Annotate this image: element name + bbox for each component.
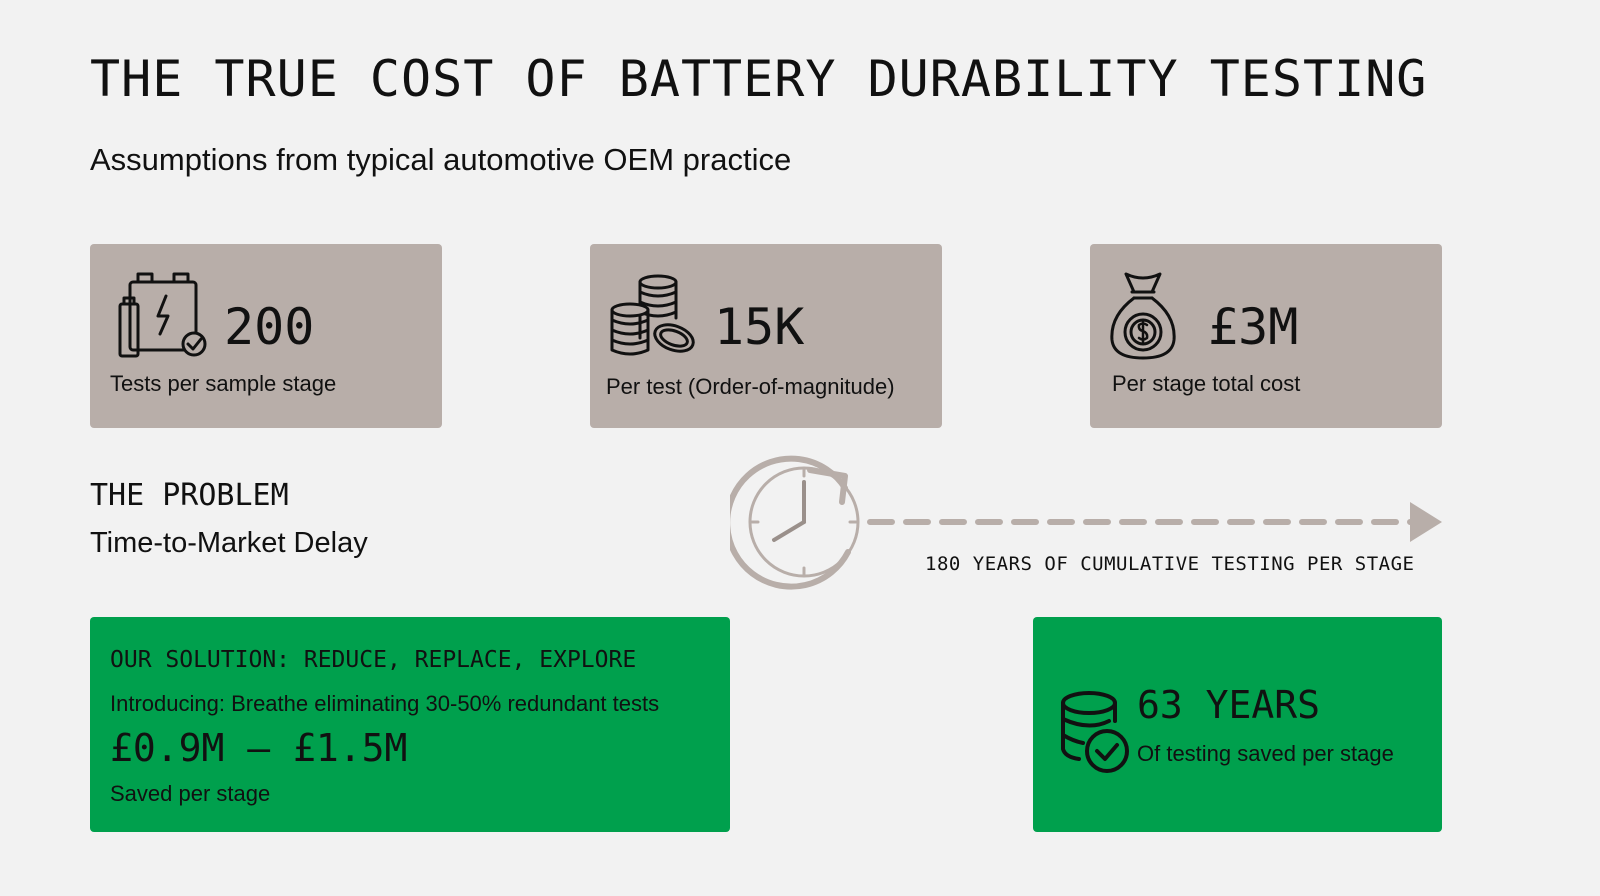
- page-subtitle: Assumptions from typical automotive OEM …: [90, 142, 792, 177]
- solution-intro: Introducing: Breathe eliminating 30-50% …: [110, 691, 660, 716]
- page-title: THE TRUE COST OF BATTERY DURABILITY TEST…: [90, 50, 1428, 108]
- stat-value-tests: 200: [224, 298, 315, 356]
- battery-check-icon: [118, 272, 207, 358]
- clock-timeline-icon: [730, 455, 1442, 590]
- solution-card: OUR SOLUTION: REDUCE, REPLACE, EXPLORE I…: [90, 617, 730, 832]
- solution-savings-label: Saved per stage: [110, 781, 271, 806]
- solution-savings: £0.9M – £1.5M: [110, 726, 408, 770]
- time-saved-card: 63 YEARS Of testing saved per stage: [1033, 617, 1442, 832]
- stat-card-stage-cost: £3M Per stage total cost: [1090, 244, 1442, 428]
- coin-stack-icon: [610, 274, 695, 356]
- stat-label-per-test: Per test (Order-of-magnitude): [606, 374, 895, 399]
- money-bag-icon: [1110, 272, 1176, 360]
- stat-card-tests: 200 Tests per sample stage: [90, 244, 442, 428]
- coins-check-icon: [1061, 691, 1129, 773]
- stat-card-per-test: 15K Per test (Order-of-magnitude): [590, 244, 942, 428]
- problem-heading: THE PROBLEM: [90, 478, 289, 513]
- timeline-label: 180 YEARS OF CUMULATIVE TESTING PER STAG…: [925, 553, 1415, 575]
- stat-value-stage-cost: £3M: [1208, 298, 1299, 356]
- problem-subheading: Time-to-Market Delay: [90, 527, 368, 559]
- stat-label-tests: Tests per sample stage: [110, 371, 337, 396]
- time-saved-label: Of testing saved per stage: [1137, 741, 1394, 766]
- stat-label-stage-cost: Per stage total cost: [1112, 371, 1301, 396]
- time-saved-value: 63 YEARS: [1137, 683, 1321, 727]
- solution-heading: OUR SOLUTION: REDUCE, REPLACE, EXPLORE: [110, 647, 637, 673]
- stat-value-per-test: 15K: [714, 298, 805, 356]
